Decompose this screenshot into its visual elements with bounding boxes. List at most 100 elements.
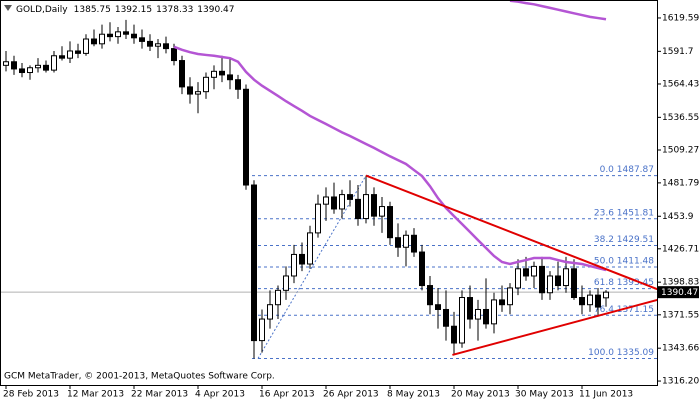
candle-body	[99, 33, 105, 45]
fib-anchor-line	[257, 175, 367, 359]
candle-body	[3, 61, 9, 66]
candle-body	[43, 64, 49, 71]
candle-body	[539, 265, 545, 294]
candle-body	[603, 291, 609, 299]
header: GOLD,Daily 1385.75 1392.15 1378.33 1390.47	[16, 5, 235, 15]
y-tick-label: 1398.83	[662, 278, 699, 288]
candle-body	[27, 67, 33, 74]
watermark: GCM MetaTrader, © 2001-2013, MetaQuotes …	[4, 372, 275, 382]
candle-body	[251, 184, 257, 342]
candle-body	[363, 194, 369, 220]
candle-body	[491, 299, 497, 325]
trendline	[365, 174, 658, 291]
candle-body	[107, 33, 113, 38]
x-tick-label: 22 Mar 2013	[131, 390, 188, 400]
y-tick-label: 1481.79	[662, 178, 699, 188]
x-tick-label: 16 Apr 2013	[259, 390, 315, 400]
x-tick-label: 30 May 2013	[515, 390, 574, 400]
candle-body	[67, 50, 73, 59]
candle-body	[403, 234, 409, 248]
fib-label: 23.6 1451.81	[594, 208, 654, 218]
x-tick-label: 4 Apr 2013	[195, 390, 245, 400]
candle-body	[427, 285, 433, 306]
header-close: 1390.47	[197, 5, 234, 15]
candle-body	[451, 325, 457, 344]
candle-body	[579, 297, 585, 306]
header-high: 1392.15	[115, 5, 152, 15]
candle-body	[51, 55, 57, 71]
x-tick-label: 20 May 2013	[451, 390, 510, 400]
candle-body	[531, 265, 537, 277]
candle-body	[163, 43, 169, 50]
header-icon	[4, 5, 12, 11]
moving-average	[173, 45, 607, 272]
candle-body	[203, 76, 209, 93]
candle-body	[11, 61, 17, 70]
fib-label: 61.8 1393.45	[594, 278, 654, 288]
candle-body	[235, 79, 241, 90]
candle-body	[339, 194, 345, 210]
candle-body	[515, 268, 521, 289]
candle-body	[211, 70, 217, 78]
y-tick-label: 1316.20	[662, 377, 699, 387]
header-low: 1378.33	[156, 5, 193, 15]
x-tick-label: 26 Apr 2013	[323, 390, 379, 400]
candle-body	[267, 304, 273, 320]
price-box	[658, 286, 699, 299]
candle-body	[187, 86, 193, 95]
candle-body	[595, 294, 601, 308]
symbol: GOLD,Daily	[16, 5, 68, 15]
candle-body	[555, 275, 561, 287]
candle-body	[35, 64, 41, 69]
candle-body	[475, 308, 481, 320]
y-tick-label: 1426.71	[662, 244, 699, 254]
candle-body	[75, 50, 81, 54]
fib-label: 100.0 1335.09	[588, 348, 654, 358]
candle-body	[195, 91, 201, 95]
candle-body	[315, 203, 321, 234]
candle-body	[147, 40, 153, 47]
fib-label: 50.0 1411.48	[594, 257, 654, 267]
candle-body	[499, 299, 505, 306]
y-tick-label: 1591.7	[662, 47, 694, 57]
candle-body	[291, 253, 297, 277]
candle-body	[547, 275, 553, 294]
candle-body	[155, 43, 161, 47]
candle-body	[411, 234, 417, 253]
candle-body	[19, 68, 25, 74]
x-tick-label: 28 Feb 2013	[3, 390, 59, 400]
candle-body	[419, 251, 425, 287]
candle-body	[355, 198, 361, 220]
candle-body	[571, 268, 577, 299]
plot-frame	[0, 0, 658, 386]
y-tick-label: 1564.43	[662, 79, 699, 89]
candle-body	[467, 297, 473, 320]
moving-average	[509, 0, 607, 21]
candle-body	[563, 268, 569, 287]
candle-body	[523, 268, 529, 277]
candle-body	[139, 37, 145, 42]
y-tick-label: 1371.55	[662, 310, 699, 320]
candle-body	[91, 38, 97, 45]
fib-label: 0.0 1487.87	[600, 165, 654, 175]
y-tick-label: 1509.27	[662, 145, 699, 155]
candle-body	[459, 297, 465, 344]
candle-body	[123, 31, 129, 35]
x-tick-label: 11 Jun 2013	[579, 390, 633, 400]
y-tick-label: 1619.59	[662, 13, 699, 23]
candle-body	[131, 33, 137, 39]
candle-body	[171, 48, 177, 62]
candle-body	[259, 318, 265, 342]
fib-label: 38.2 1429.51	[594, 235, 654, 245]
y-tick-label: 1453.9	[662, 212, 694, 222]
candle-body	[347, 194, 353, 200]
candle-body	[243, 88, 249, 186]
candle-body	[227, 74, 233, 81]
candle-body	[379, 206, 385, 217]
candle-body	[59, 55, 65, 59]
y-tick-label: 1343.66	[662, 344, 699, 354]
price-label: 1390.47	[661, 288, 698, 298]
candle-body	[307, 232, 313, 265]
candle-body	[219, 70, 225, 76]
